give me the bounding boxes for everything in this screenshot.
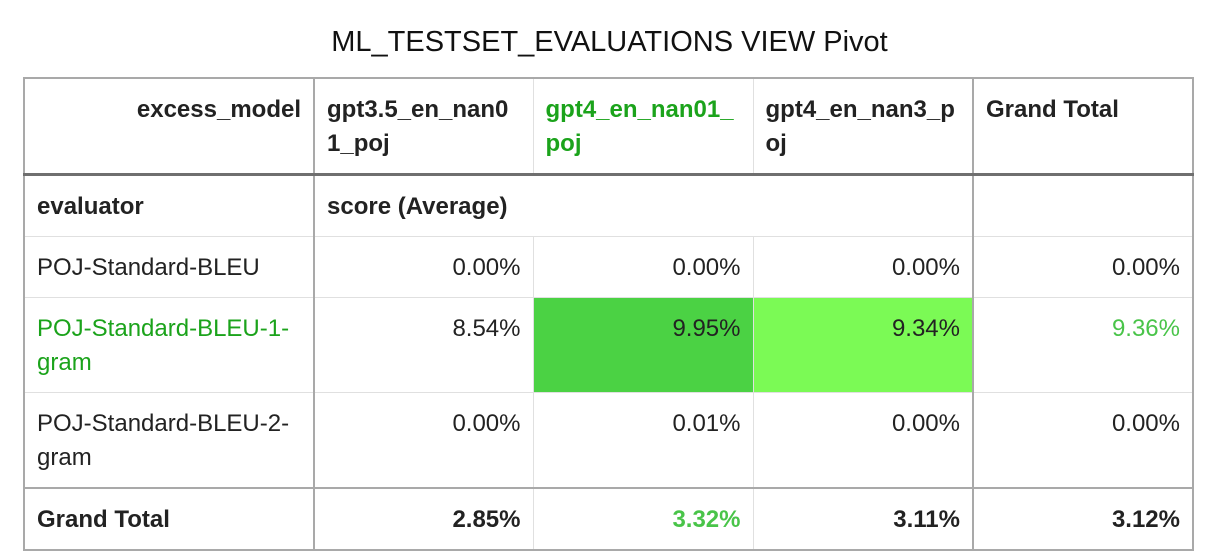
pivot-title: ML_TESTSET_EVALUATIONS VIEW Pivot [331,26,888,58]
value-cell: 0.00% [532,236,753,298]
row-header-row: evaluator score (Average) [23,174,1193,237]
row-total-cell: 0.00% [972,236,1193,298]
table-row: POJ-Standard-BLEU 0.00% 0.00% 0.00% 0.00… [23,236,1193,298]
row-header-poj-standard-bleu-2-gram[interactable]: POJ-Standard-BLEU-2-gram [23,392,314,488]
value-cell-max: 9.95% [532,297,753,393]
columns-label: excess_model [23,77,314,175]
table-row: POJ-Standard-BLEU-2-gram 0.00% 0.01% 0.0… [23,392,1193,488]
value-cell: 0.00% [752,236,973,298]
measure-label: score (Average) [313,174,973,237]
row-header-poj-standard-bleu[interactable]: POJ-Standard-BLEU [23,236,314,298]
row-total-cell: 9.36% [972,297,1193,393]
value-cell-high: 9.34% [752,297,973,393]
column-header-gpt4-nan3[interactable]: gpt4_en_nan3_poj [752,77,973,175]
row-header-poj-standard-bleu-1-gram[interactable]: POJ-Standard-BLEU-1-gram [23,297,314,393]
column-header-gpt35-nan01[interactable]: gpt3.5_en_nan01_poj [313,77,533,175]
value-cell: 0.00% [752,392,973,488]
value-cell: 8.54% [313,297,533,393]
value-cell: 0.00% [313,236,533,298]
grand-total-row: Grand Total 2.85% 3.32% 3.11% 3.12% [23,487,1193,550]
column-header-row: excess_model gpt3.5_en_nan01_poj gpt4_en… [23,77,1193,175]
value-cell: 0.01% [532,392,753,488]
grand-total-label: Grand Total [23,487,314,550]
measure-empty-cell [972,174,1193,237]
pivot-table: excess_model gpt3.5_en_nan01_poj gpt4_en… [23,77,1194,551]
column-header-gpt4-nan01[interactable]: gpt4_en_nan01_poj [532,77,753,175]
row-label: evaluator [23,174,314,237]
value-cell: 0.00% [313,392,533,488]
row-total-cell: 0.00% [972,392,1193,488]
grand-total-cell: 2.85% [313,487,533,550]
column-header-grand-total[interactable]: Grand Total [972,77,1193,175]
grand-total-overall-cell: 3.12% [972,487,1193,550]
grand-total-cell: 3.11% [752,487,973,550]
table-row: POJ-Standard-BLEU-1-gram 8.54% 9.95% 9.3… [23,297,1193,393]
grand-total-cell: 3.32% [532,487,753,550]
